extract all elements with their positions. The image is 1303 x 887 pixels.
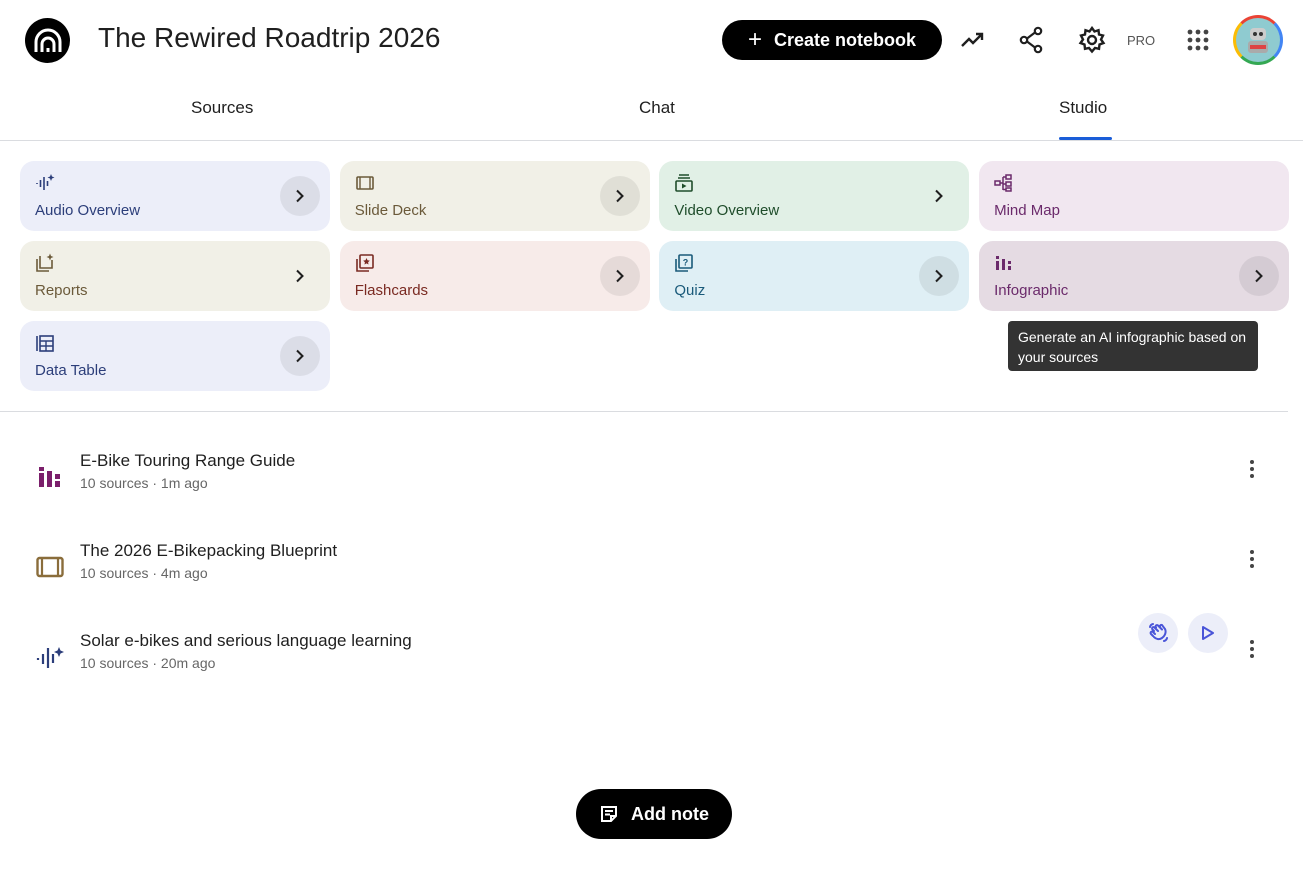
apps-button[interactable] bbox=[1180, 22, 1216, 58]
studio-card-audio-overview[interactable]: Audio Overview bbox=[20, 161, 330, 231]
tab-sources[interactable]: Sources bbox=[191, 98, 254, 117]
open-data-table-button[interactable] bbox=[280, 336, 320, 376]
chevron-right-icon bbox=[935, 269, 944, 283]
mind-map-icon bbox=[994, 173, 1014, 193]
studio-card-label: Infographic bbox=[994, 282, 1069, 299]
settings-button[interactable] bbox=[1074, 22, 1110, 58]
note-title: The 2026 E-Bikepacking Blueprint bbox=[80, 541, 338, 560]
open-reports-button[interactable] bbox=[280, 256, 320, 296]
open-quiz-button[interactable] bbox=[919, 256, 960, 296]
studio-card-label: Quiz bbox=[674, 282, 706, 299]
note-item[interactable]: The 2026 E-Bikepacking Blueprint 10 sourc… bbox=[0, 541, 1303, 601]
pro-badge: PRO bbox=[1127, 33, 1156, 48]
analytics-button[interactable] bbox=[955, 22, 991, 58]
studio-card-label: Slide Deck bbox=[354, 202, 427, 219]
interactive-mode-button[interactable] bbox=[1138, 613, 1178, 653]
studio-card-slide-deck[interactable]: Slide Deck bbox=[339, 161, 650, 231]
more-vert-icon bbox=[1250, 640, 1254, 658]
robot-avatar-icon bbox=[1248, 28, 1268, 53]
tooltip: Generate an AI infographic based on your… bbox=[1008, 321, 1258, 371]
tabs-divider bbox=[0, 140, 1303, 141]
studio-card-reports[interactable]: Reports bbox=[20, 241, 330, 311]
avatar[interactable] bbox=[1233, 15, 1283, 65]
more-options-button[interactable] bbox=[1240, 629, 1264, 669]
data-table-icon bbox=[35, 333, 55, 353]
chevron-right-icon bbox=[296, 269, 304, 283]
studio-card-label: Video Overview bbox=[674, 202, 780, 219]
open-flashcards-button[interactable] bbox=[599, 256, 640, 296]
open-slide-deck-button[interactable] bbox=[599, 176, 640, 216]
note-meta: 10 sources · 1m ago bbox=[80, 475, 208, 491]
flashcards-icon bbox=[355, 253, 375, 273]
more-vert-icon bbox=[1250, 460, 1254, 478]
studio-card-quiz[interactable]: ? Quiz bbox=[659, 241, 970, 311]
studio-card-mind-map[interactable]: Mind Map bbox=[979, 161, 1290, 231]
create-notebook-button[interactable]: + Create notebook bbox=[722, 20, 942, 60]
note-item[interactable]: Solar e-bikes and serious language learn… bbox=[0, 613, 1303, 691]
chevron-right-icon bbox=[1255, 269, 1264, 283]
tab-studio[interactable]: Studio bbox=[1059, 98, 1108, 117]
chevron-right-icon bbox=[615, 189, 624, 203]
chevron-right-icon bbox=[935, 189, 944, 203]
chevron-right-icon bbox=[296, 349, 304, 363]
svg-text:?: ? bbox=[683, 258, 689, 268]
video-overview-icon bbox=[674, 173, 694, 193]
logo-icon bbox=[34, 28, 61, 52]
more-vert-icon bbox=[1250, 550, 1254, 568]
chevron-right-icon bbox=[615, 269, 624, 283]
studio-card-infographic[interactable]: Infographic bbox=[979, 241, 1290, 311]
studio-card-label: Reports bbox=[35, 282, 88, 299]
infographic-icon bbox=[36, 463, 64, 491]
note-icon bbox=[601, 806, 617, 822]
section-divider bbox=[0, 411, 1288, 412]
play-button[interactable] bbox=[1188, 613, 1228, 653]
trending-up-icon bbox=[961, 32, 984, 47]
note-title: Solar e-bikes and serious language learn… bbox=[80, 631, 412, 650]
reports-icon bbox=[35, 253, 55, 273]
studio-card-label: Audio Overview bbox=[35, 202, 141, 219]
open-audio-overview-button[interactable] bbox=[280, 176, 320, 216]
app-logo[interactable] bbox=[25, 18, 70, 63]
add-note-button[interactable]: Add note bbox=[576, 789, 732, 839]
studio-card-data-table[interactable]: Data Table bbox=[20, 321, 330, 391]
active-tab-indicator bbox=[1059, 137, 1112, 140]
note-item[interactable]: E-Bike Touring Range Guide 10 sources · 1… bbox=[0, 451, 1303, 511]
audio-overview-icon bbox=[36, 643, 64, 671]
slide-deck-icon bbox=[36, 553, 64, 581]
apps-grid-icon bbox=[1187, 29, 1209, 51]
share-button[interactable] bbox=[1013, 22, 1049, 58]
more-options-button[interactable] bbox=[1240, 449, 1264, 489]
notebook-title[interactable]: The Rewired Roadtrip 2026 bbox=[98, 22, 441, 53]
quiz-icon: ? bbox=[674, 253, 694, 273]
chevron-right-icon bbox=[296, 189, 304, 203]
note-meta: 10 sources · 20m ago bbox=[80, 655, 216, 671]
open-video-overview-button[interactable] bbox=[919, 176, 959, 216]
studio-card-video-overview[interactable]: Video Overview bbox=[659, 161, 970, 231]
infographic-icon bbox=[994, 253, 1014, 273]
more-options-button[interactable] bbox=[1240, 539, 1264, 579]
studio-card-flashcards[interactable]: Flashcards bbox=[339, 241, 650, 311]
audio-overview-icon bbox=[35, 173, 55, 193]
share-icon bbox=[1019, 26, 1043, 54]
plus-icon: + bbox=[747, 26, 762, 53]
note-meta: 10 sources · 4m ago bbox=[80, 565, 208, 581]
hand-wave-icon bbox=[1149, 623, 1168, 642]
open-infographic-button[interactable] bbox=[1239, 256, 1280, 296]
studio-card-label: Mind Map bbox=[994, 202, 1060, 219]
gear-icon bbox=[1078, 26, 1106, 54]
play-icon bbox=[1202, 626, 1214, 640]
studio-card-label: Flashcards bbox=[354, 282, 429, 299]
studio-card-label: Data Table bbox=[35, 362, 107, 379]
note-title: E-Bike Touring Range Guide bbox=[80, 451, 296, 470]
slide-deck-icon bbox=[355, 173, 375, 193]
tab-chat[interactable]: Chat bbox=[639, 98, 675, 117]
